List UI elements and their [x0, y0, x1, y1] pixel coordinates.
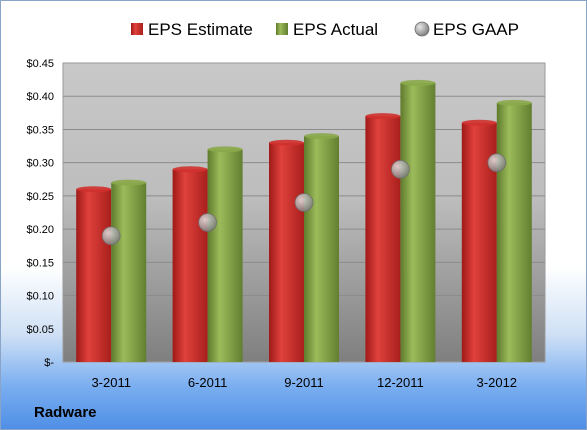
x-tick-label: 3-2012 [477, 375, 517, 390]
eps-actual-bar [304, 136, 339, 362]
eps-estimate-bar-cap [461, 119, 497, 126]
company-name: Radware [34, 404, 97, 421]
y-tick-label: $0.45 [26, 58, 54, 70]
eps-estimate-bar [269, 142, 304, 362]
y-axis-ticks: $- $0.05 $0.10 $0.15 $0.20 $0.25 $0.30 $0.35 $0.… [26, 58, 54, 369]
y-tick-label: $0.15 [26, 257, 54, 269]
y-tick-label: $0.20 [26, 224, 54, 236]
y-tick-label: $0.25 [26, 191, 54, 203]
y-tick-label: $0.10 [26, 291, 54, 303]
legend: EPS Estimate EPS Actual EPS GAAP [131, 20, 519, 39]
x-tick-label: 12-2011 [377, 375, 424, 390]
y-tick-label: $0.30 [26, 158, 54, 170]
eps-actual-bar-cap [111, 179, 147, 186]
eps-actual-bar-cap [496, 99, 532, 106]
x-axis-ticks: 3-2011 6-2011 9-2011 12-2011 3-2012 [91, 375, 517, 390]
eps-estimate-bar-cap [76, 186, 112, 193]
eps-gaap-marker [390, 159, 410, 179]
legend-swatch [276, 23, 288, 35]
y-tick-label: $0.40 [26, 91, 54, 103]
eps-gaap-marker [294, 193, 314, 212]
x-tick-label: 9-2011 [284, 375, 324, 390]
y-tick-label: $0.05 [26, 324, 54, 336]
eps-actual-bar [400, 82, 436, 362]
eps-estimate-bar-cap [172, 166, 208, 173]
legend-label: EPS Actual [293, 20, 378, 39]
eps-gaap-marker [101, 226, 121, 246]
y-tick-label: $0.35 [26, 124, 54, 136]
eps-actual-bar [496, 102, 532, 362]
eps-actual-bar [111, 182, 147, 362]
legend-swatch [131, 23, 143, 35]
eps-estimate-bar-cap [365, 113, 401, 120]
bars [76, 79, 532, 363]
eps-gaap-marker [487, 153, 507, 173]
eps-estimate-bar [365, 116, 401, 363]
eps-actual-bar [207, 149, 243, 362]
eps-estimate-bar [76, 189, 112, 362]
eps-actual-bar-cap [400, 79, 436, 86]
eps-gaap-marker [198, 213, 218, 232]
legend-label: EPS Estimate [148, 20, 253, 39]
eps-estimate-bar [172, 169, 208, 362]
legend-label: EPS GAAP [433, 20, 519, 39]
y-tick-label: $- [44, 357, 54, 369]
legend-swatch [414, 21, 430, 37]
eps-actual-bar-cap [304, 133, 339, 140]
x-tick-label: 6-2011 [188, 375, 228, 390]
eps-estimate-bar-cap [269, 139, 304, 146]
eps-actual-bar-cap [207, 146, 243, 153]
gaap-markers [101, 153, 507, 246]
x-tick-label: 3-2011 [91, 375, 131, 390]
